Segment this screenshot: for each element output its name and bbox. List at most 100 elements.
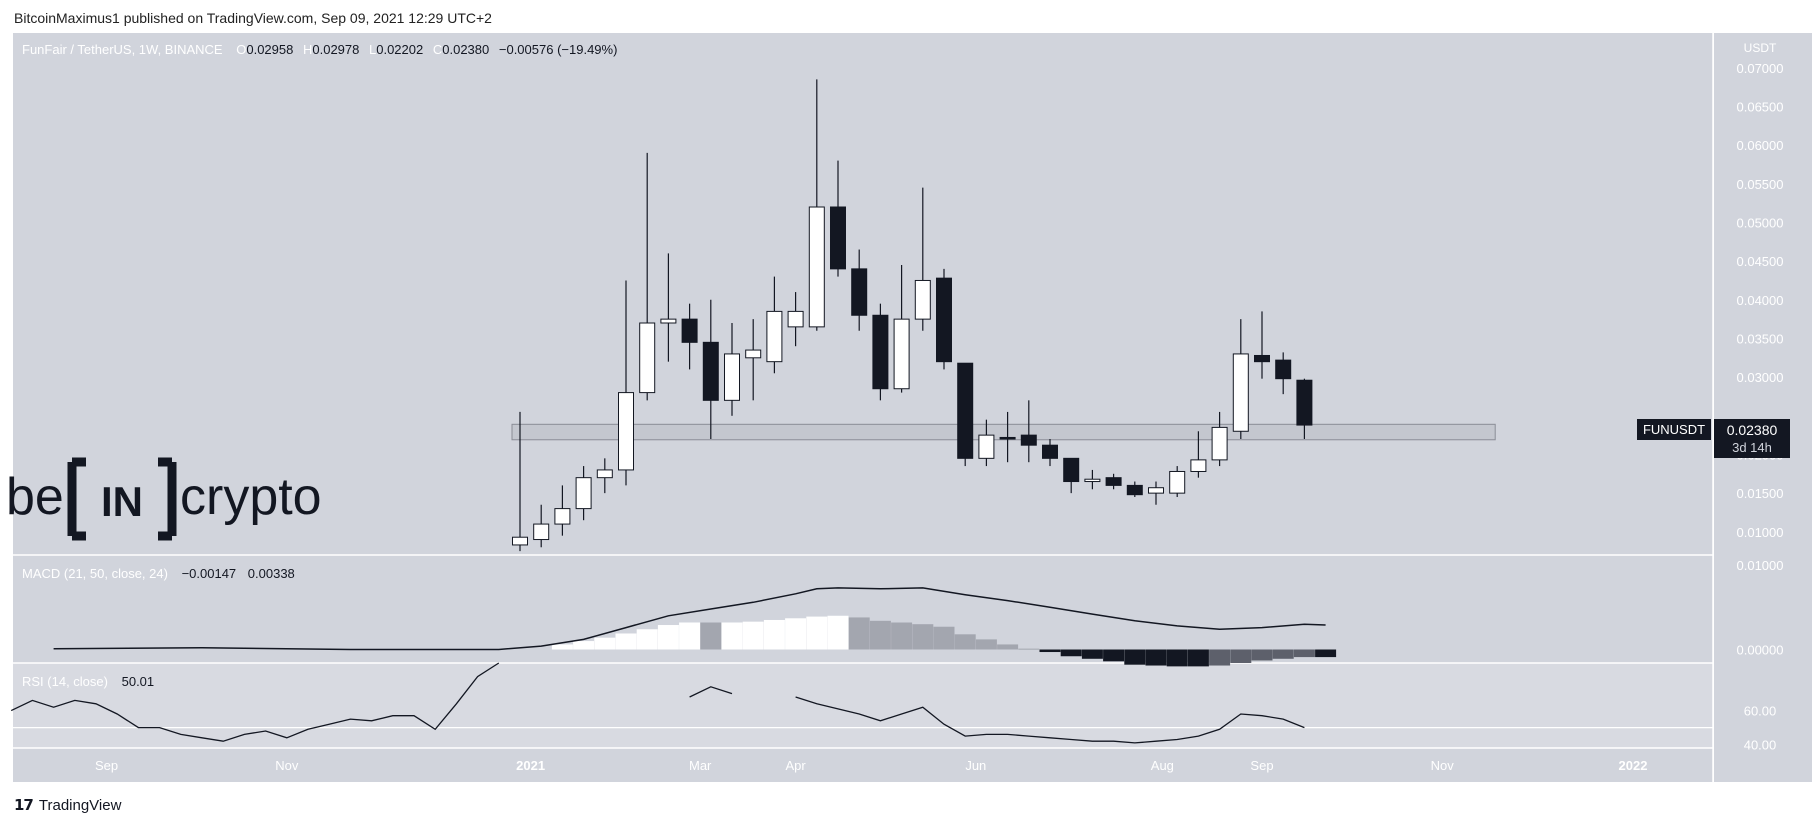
candle-body-up xyxy=(787,310,804,328)
rsi-title: RSI (14, close) xyxy=(22,674,108,689)
macd-histogram-bar xyxy=(1124,649,1146,665)
watermark-in: IN xyxy=(101,478,143,525)
watermark-crypto: crypto xyxy=(180,468,322,526)
candle xyxy=(1042,439,1058,467)
becrypto-watermark: be IN crypto xyxy=(6,457,322,541)
candle xyxy=(914,187,931,331)
candle xyxy=(936,268,952,370)
candle-body-down xyxy=(1020,434,1037,446)
candle xyxy=(1211,411,1228,467)
candle xyxy=(639,152,656,401)
time-tick-label: Aug xyxy=(1151,758,1174,773)
price-tick-label: 0.04500 xyxy=(1737,254,1784,269)
candle-body-down xyxy=(830,206,846,270)
macd-histogram-bar xyxy=(1018,648,1040,650)
candle xyxy=(893,265,910,393)
ohlc-open: 0.02958 xyxy=(246,42,293,57)
candle-body-up xyxy=(639,322,656,394)
macd-histogram-bar xyxy=(1272,649,1294,659)
macd-histogram-bar xyxy=(1315,649,1337,658)
publisher-header: BitcoinMaximus1 published on TradingView… xyxy=(14,10,492,26)
candle xyxy=(1084,469,1101,490)
support-zone xyxy=(511,423,1496,441)
candle xyxy=(681,303,698,370)
time-tick-label: Mar xyxy=(689,758,712,773)
time-tick-label: Nov xyxy=(1431,758,1455,773)
candle-body-up xyxy=(745,349,762,359)
price-axis-bg xyxy=(1714,33,1812,782)
macd-histogram xyxy=(551,615,1337,667)
candle xyxy=(724,323,740,416)
time-tick-label: Sep xyxy=(1250,758,1273,773)
macd-histogram-bar xyxy=(615,633,637,650)
macd-histogram-bar xyxy=(827,615,849,650)
candlestick-series xyxy=(512,79,1313,552)
candle xyxy=(533,504,550,548)
candle-body-down xyxy=(872,314,889,390)
candle xyxy=(745,319,762,401)
candle-body-up xyxy=(1232,353,1249,432)
candle-body-up xyxy=(808,206,825,328)
macd-histogram-bar xyxy=(997,644,1019,650)
macd-legend: MACD (21, 50, close, 24) −0.00147 0.0033… xyxy=(22,566,295,581)
tradingview-logo-icon: 𝟭𝟳 xyxy=(14,797,34,814)
macd-histogram-bar xyxy=(742,621,764,650)
candle xyxy=(1232,319,1249,439)
candle xyxy=(787,292,804,347)
time-tick-label: Apr xyxy=(785,758,806,773)
macd-histogram-bar xyxy=(869,620,891,650)
symbol-badge: FUNUSDT xyxy=(1643,422,1705,437)
candle xyxy=(830,160,846,277)
price-tick-label: 0.03000 xyxy=(1737,370,1784,385)
candle xyxy=(872,303,889,401)
macd-histogram-bar xyxy=(806,616,828,650)
candle xyxy=(702,299,719,439)
macd-histogram-bar xyxy=(594,637,616,650)
rsi-value: 50.01 xyxy=(122,674,155,689)
ohlc-close-label: C xyxy=(433,42,442,57)
macd-histogram-bar xyxy=(1293,649,1315,658)
macd-histogram-bar xyxy=(1060,649,1082,657)
candle-body-down xyxy=(1105,477,1122,486)
candle xyxy=(1254,311,1270,379)
candle-body-down xyxy=(1063,457,1080,483)
tradingview-brand: TradingView xyxy=(38,796,122,814)
candle xyxy=(575,466,592,521)
candle-body-down xyxy=(936,277,952,363)
candle-body-down xyxy=(702,341,719,401)
candle xyxy=(978,419,995,467)
macd-histogram-bar xyxy=(785,618,807,650)
last-price-label[interactable]: FUNUSDT 0.02380 3d 14h xyxy=(1637,419,1790,458)
candle-body-up xyxy=(724,353,740,401)
candle xyxy=(1296,378,1313,439)
macd-histogram-bar xyxy=(975,639,997,650)
macd-histogram-bar xyxy=(1166,649,1188,667)
symbol-title: FunFair / TetherUS, 1W, BINANCE xyxy=(22,42,223,57)
price-axis-unit: USDT xyxy=(1744,41,1777,55)
macd-histogram-bar xyxy=(1081,649,1103,659)
candle xyxy=(512,411,528,552)
candle-body-up xyxy=(1211,426,1228,461)
price-tick-label: 0.07000 xyxy=(1737,61,1784,76)
price-tick-label: 0.01500 xyxy=(1737,486,1784,501)
macd-value-1: −0.00147 xyxy=(182,566,237,581)
price-tick-label: 0.05000 xyxy=(1737,215,1784,230)
ohlc-open-label: O xyxy=(236,42,246,57)
rsi-pane-bg xyxy=(13,663,1713,748)
ohlc-change: −0.00576 (−19.49%) xyxy=(499,42,618,57)
candle-body-down xyxy=(681,318,698,343)
price-tick-label: 0.05500 xyxy=(1737,177,1784,192)
macd-histogram-bar xyxy=(933,626,955,650)
candle xyxy=(999,411,1016,463)
candle xyxy=(1169,466,1186,497)
macd-histogram-bar xyxy=(763,619,785,650)
candle xyxy=(1020,400,1037,463)
ohlc-close: 0.02380 xyxy=(442,42,489,57)
macd-histogram-bar xyxy=(1103,649,1125,662)
candle-body-down xyxy=(1296,379,1313,426)
candle xyxy=(554,485,571,536)
candle xyxy=(1126,481,1143,497)
candle xyxy=(1105,473,1122,490)
macd-tick-label: 0.00000 xyxy=(1737,643,1784,658)
